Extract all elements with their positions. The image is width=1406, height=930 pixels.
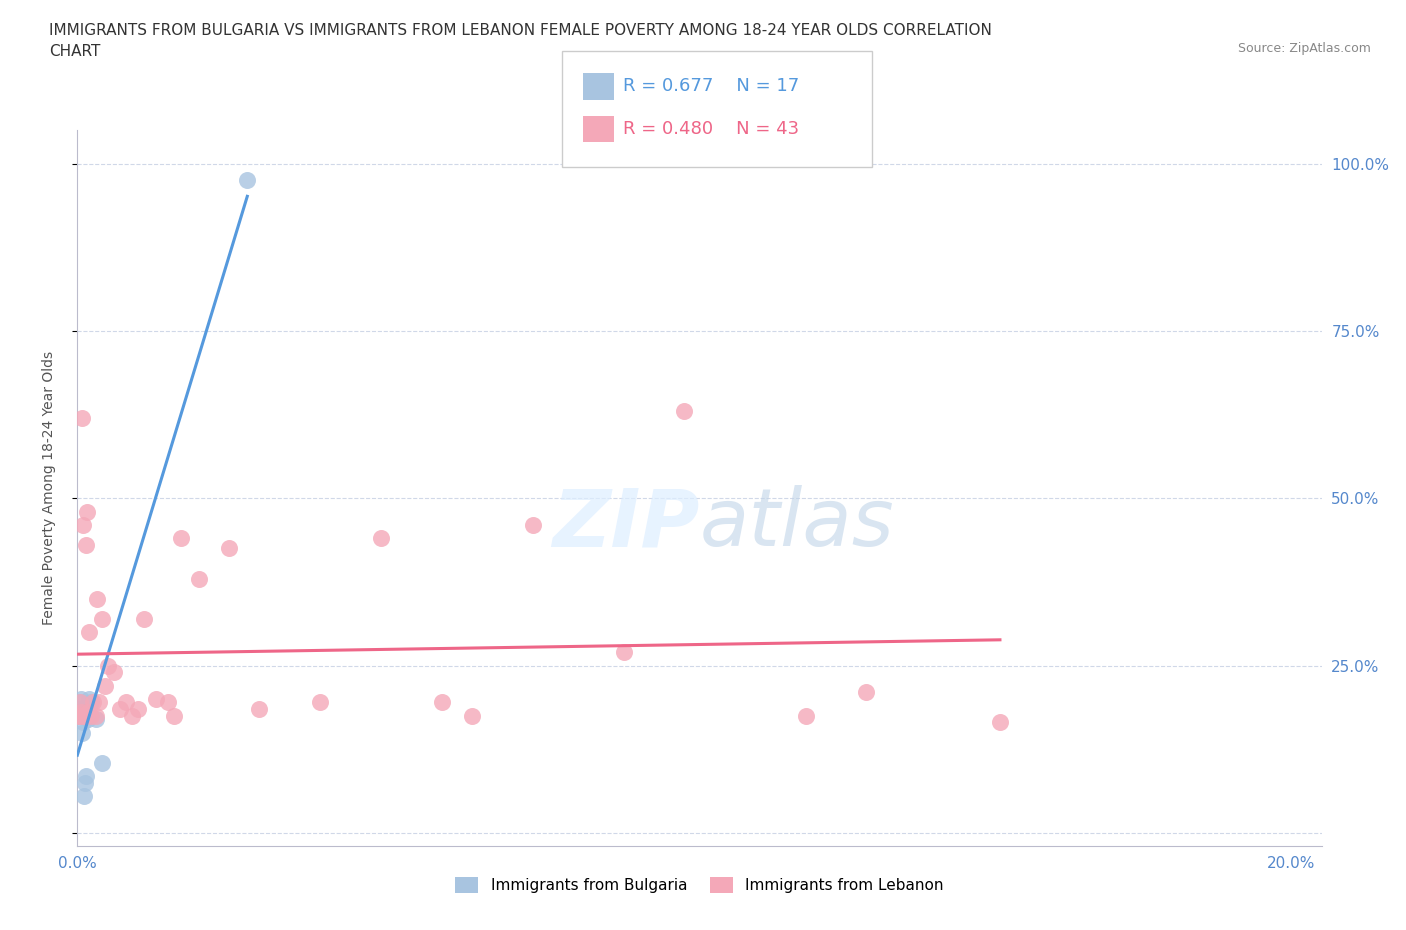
Point <box>67 709 90 724</box>
Point <box>79 692 101 707</box>
Point <box>75 768 97 783</box>
Point <box>249 701 271 716</box>
Point <box>855 684 877 699</box>
Point <box>70 410 93 425</box>
Point <box>73 789 96 804</box>
Text: R = 0.480    N = 43: R = 0.480 N = 43 <box>623 120 799 139</box>
Point <box>794 709 817 724</box>
Point <box>76 504 98 519</box>
Point <box>236 173 259 188</box>
Text: R = 0.677    N = 17: R = 0.677 N = 17 <box>623 77 799 96</box>
Point <box>73 709 96 724</box>
Point <box>67 701 90 716</box>
Point <box>218 541 240 556</box>
Point <box>79 695 101 710</box>
Point <box>86 591 108 606</box>
Point <box>87 695 110 710</box>
Point <box>70 692 93 707</box>
Point <box>988 715 1011 730</box>
Point <box>84 709 107 724</box>
Point <box>430 695 453 710</box>
Point <box>72 518 94 533</box>
Point <box>108 701 131 716</box>
Text: atlas: atlas <box>700 485 894 563</box>
Point <box>115 695 138 710</box>
Point <box>79 625 101 640</box>
Point <box>673 404 696 418</box>
Point <box>90 611 112 626</box>
Point <box>69 709 91 724</box>
Point <box>370 531 392 546</box>
Point <box>72 715 94 730</box>
Point <box>70 709 93 724</box>
Point <box>70 705 93 720</box>
Point <box>67 709 90 724</box>
Point <box>163 709 186 724</box>
Point <box>90 755 112 770</box>
Point <box>77 705 100 720</box>
Text: Source: ZipAtlas.com: Source: ZipAtlas.com <box>1237 42 1371 55</box>
Point <box>613 644 636 659</box>
Legend: Immigrants from Bulgaria, Immigrants from Lebanon: Immigrants from Bulgaria, Immigrants fro… <box>450 871 949 899</box>
Y-axis label: Female Poverty Among 18-24 Year Olds: Female Poverty Among 18-24 Year Olds <box>42 352 56 625</box>
Point <box>461 709 484 724</box>
Point <box>103 665 125 680</box>
Point <box>127 701 149 716</box>
Point <box>93 678 115 693</box>
Point <box>77 711 100 726</box>
Point <box>73 776 96 790</box>
Point <box>187 571 209 586</box>
Point <box>69 695 91 710</box>
Text: ZIP: ZIP <box>553 485 700 563</box>
Point <box>97 658 120 673</box>
Point <box>84 711 107 726</box>
Point <box>309 695 332 710</box>
Point <box>82 695 104 710</box>
Point <box>75 538 97 552</box>
Point <box>132 611 155 626</box>
Point <box>157 695 180 710</box>
Point <box>75 709 97 724</box>
Point <box>69 695 91 710</box>
Point <box>72 701 94 716</box>
Point <box>145 692 167 707</box>
Point <box>121 709 143 724</box>
Point <box>169 531 191 546</box>
Point <box>79 709 101 724</box>
Point <box>70 725 93 740</box>
Text: IMMIGRANTS FROM BULGARIA VS IMMIGRANTS FROM LEBANON FEMALE POVERTY AMONG 18-24 Y: IMMIGRANTS FROM BULGARIA VS IMMIGRANTS F… <box>49 23 993 60</box>
Point <box>522 518 544 533</box>
